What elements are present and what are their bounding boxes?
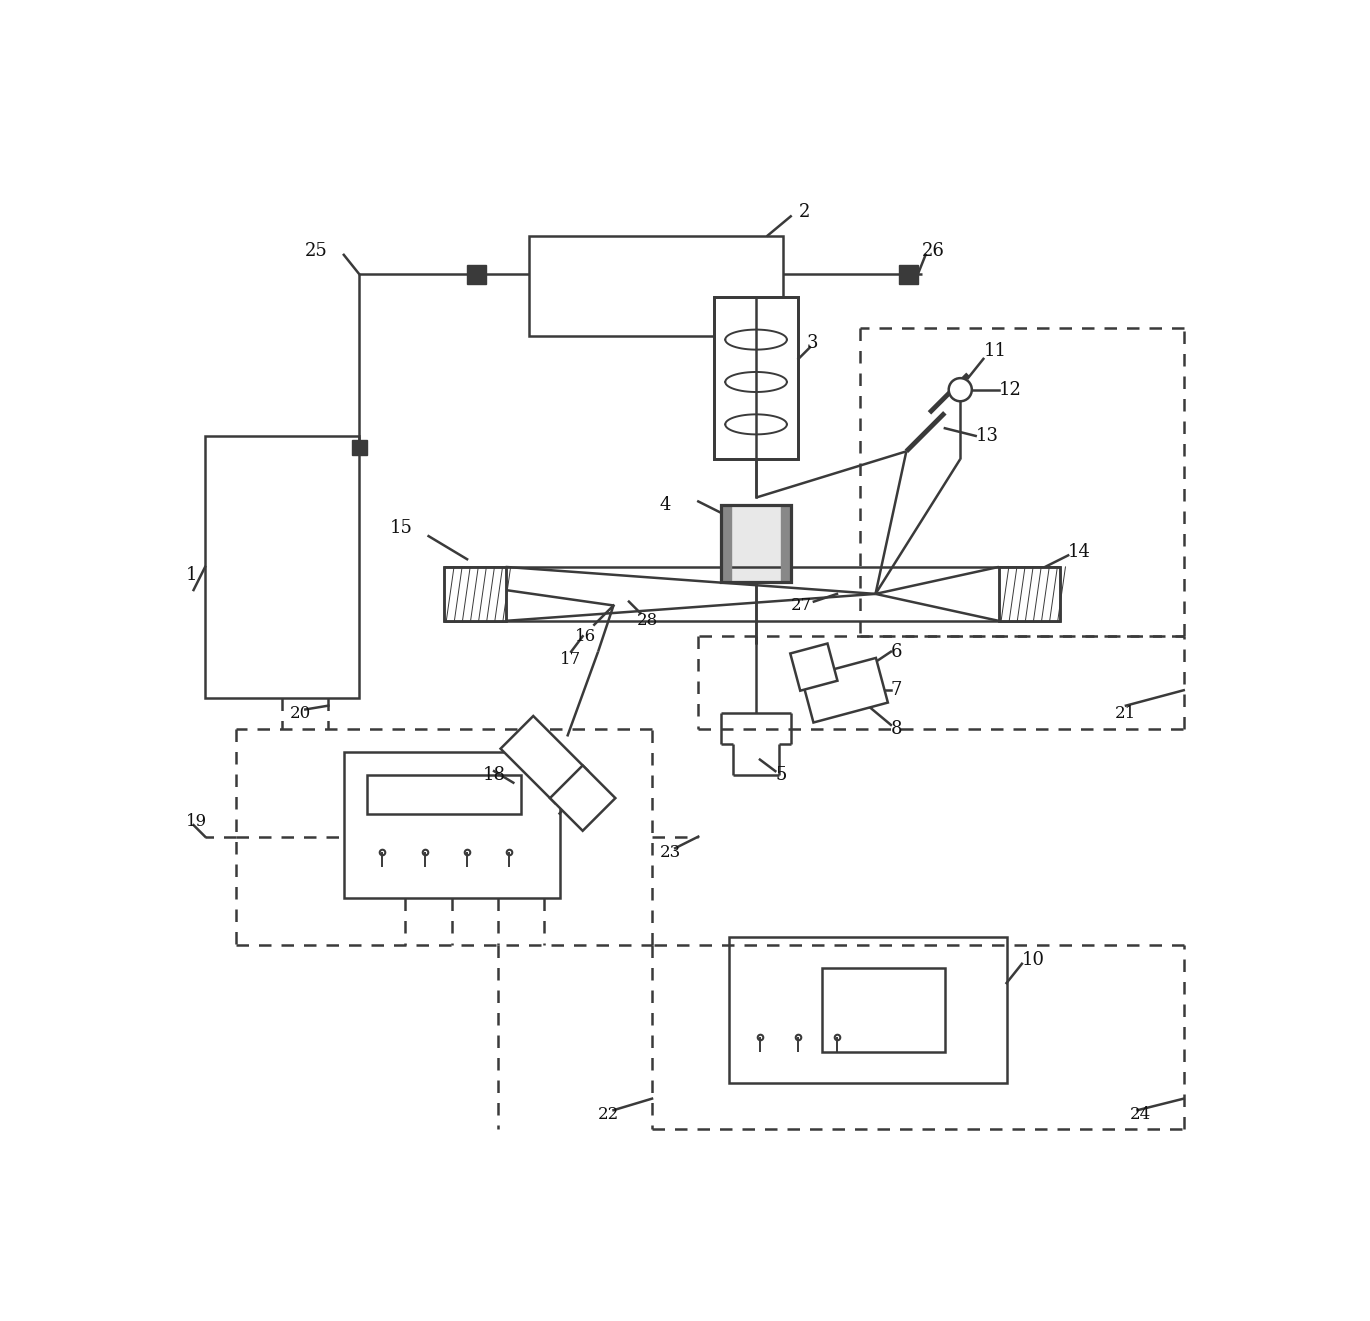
Bar <box>722 506 790 583</box>
Text: 15: 15 <box>390 519 412 538</box>
Text: 20: 20 <box>290 705 311 721</box>
Polygon shape <box>500 716 588 803</box>
Bar <box>367 775 521 814</box>
Text: 13: 13 <box>975 427 999 445</box>
Text: 22: 22 <box>599 1106 619 1123</box>
Text: 10: 10 <box>1022 951 1045 968</box>
Bar <box>722 506 730 583</box>
Text: 2: 2 <box>799 203 810 222</box>
Text: 9: 9 <box>575 782 586 799</box>
Text: 19: 19 <box>186 812 207 830</box>
Text: 17: 17 <box>559 651 581 668</box>
Bar <box>822 967 945 1053</box>
Circle shape <box>948 378 971 402</box>
Bar <box>467 264 486 284</box>
Polygon shape <box>549 765 615 831</box>
Text: 8: 8 <box>890 720 903 737</box>
Text: 26: 26 <box>922 242 945 260</box>
Bar <box>729 937 1007 1083</box>
Bar <box>714 297 799 458</box>
Bar <box>206 436 359 697</box>
Polygon shape <box>801 658 888 723</box>
Text: 24: 24 <box>1130 1106 1151 1123</box>
Text: 21: 21 <box>1114 705 1136 721</box>
Bar <box>352 440 367 456</box>
Text: 3: 3 <box>806 334 818 353</box>
Bar <box>722 506 790 583</box>
Text: 5: 5 <box>775 766 786 783</box>
Text: 1: 1 <box>186 565 197 584</box>
Text: 4: 4 <box>660 497 671 514</box>
Polygon shape <box>444 567 506 621</box>
Text: 16: 16 <box>575 627 596 645</box>
Text: 27: 27 <box>790 597 812 614</box>
Text: 14: 14 <box>1069 543 1091 560</box>
Text: 25: 25 <box>306 242 327 260</box>
Bar <box>781 506 790 583</box>
Bar <box>899 264 918 284</box>
Text: 11: 11 <box>984 342 1007 361</box>
Text: 12: 12 <box>999 380 1022 399</box>
Text: 7: 7 <box>890 682 903 699</box>
Text: 23: 23 <box>660 844 681 860</box>
Text: 28: 28 <box>637 613 658 629</box>
Text: 6: 6 <box>890 643 903 660</box>
Polygon shape <box>999 567 1060 621</box>
Text: 18: 18 <box>482 766 506 783</box>
Polygon shape <box>790 643 837 691</box>
Bar <box>714 297 799 458</box>
Bar <box>344 752 559 898</box>
Bar <box>529 235 784 336</box>
